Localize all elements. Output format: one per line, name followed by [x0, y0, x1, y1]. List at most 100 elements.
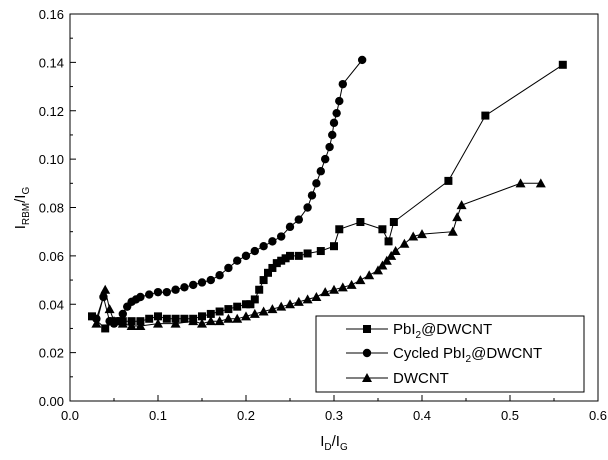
series-2-point: [232, 313, 243, 323]
series-0-point: [389, 218, 398, 227]
series-2-point: [153, 318, 163, 328]
series-1-point: [250, 246, 259, 256]
series-1-point: [307, 191, 317, 200]
series-0-point: [558, 60, 567, 69]
series-0-point: [162, 314, 171, 323]
series-2-point: [320, 287, 331, 297]
legend-marker-0: [363, 325, 371, 333]
x-tick-label: 0.3: [325, 408, 343, 423]
series-0-point: [246, 300, 255, 309]
y-axis-title-sep: /I: [12, 195, 29, 203]
x-tick-label: 0.2: [237, 408, 255, 423]
series-1-point: [325, 142, 334, 152]
x-axis-title: ID/IG: [320, 433, 348, 453]
series-1-point: [332, 108, 341, 118]
series-0-point: [88, 312, 96, 321]
series-0-point: [356, 218, 365, 227]
series-1-point: [338, 79, 347, 89]
y-tick-label: 0.16: [39, 7, 64, 22]
x-tick-label: 0.1: [149, 408, 167, 423]
series-1-point: [335, 96, 344, 106]
legend: PbI2@DWCNT Cycled PbI2@DWCNT DWCNT: [315, 315, 585, 393]
series-2-point: [214, 316, 225, 326]
series-2-point: [386, 250, 397, 260]
series-2-point: [267, 304, 278, 314]
x-axis-title-main: I: [320, 433, 324, 450]
x-axis-title-sub1: D: [324, 442, 331, 453]
y-tick-label: 0.02: [39, 346, 64, 361]
series-0-point: [264, 268, 272, 277]
series-1-point: [162, 287, 171, 297]
series-2-point: [126, 321, 137, 331]
series-1-point: [215, 271, 224, 280]
series-2-point: [377, 260, 388, 270]
series-1-point: [312, 179, 321, 188]
series-1-point: [321, 154, 330, 164]
series-markers: [88, 55, 567, 333]
series-2-point: [135, 321, 146, 331]
series-1-point: [277, 232, 286, 241]
series-2-point: [355, 275, 366, 285]
series-2-point: [364, 270, 375, 280]
y-tick-label: 0.12: [39, 104, 64, 119]
series-0-point: [294, 251, 303, 260]
series-1-point: [206, 275, 215, 285]
series-line-0: [91, 64, 564, 330]
series-0-point: [286, 251, 294, 260]
legend-entries: [346, 325, 388, 382]
y-axis-title-sub2: G: [21, 187, 32, 195]
series-1-point: [316, 167, 325, 176]
series-0-point: [316, 247, 325, 256]
series-0-point: [250, 295, 259, 304]
series-2-point: [293, 296, 304, 306]
series-2-point: [91, 318, 102, 328]
legend-marker-1: [362, 348, 372, 358]
x-tick-label: 0.5: [501, 408, 519, 423]
series-1-point: [145, 290, 154, 299]
series-0-point: [384, 237, 393, 246]
series-2-point: [373, 265, 383, 275]
legend-marker-2: [362, 373, 372, 382]
series-0-point: [224, 305, 233, 314]
y-tick-label: 0.00: [39, 394, 64, 409]
y-axis-title: IRBM/IG: [12, 187, 32, 230]
series-2-point: [381, 255, 392, 265]
series-1-point: [294, 215, 303, 224]
series-1-point: [171, 285, 180, 294]
series-2-point: [170, 318, 181, 328]
x-tick-label: 0.4: [413, 408, 431, 423]
y-axis-title-main: I: [12, 225, 29, 229]
series-1-point: [329, 118, 339, 128]
series-1-point: [197, 278, 207, 287]
series-2-point: [456, 200, 467, 210]
series-1-point: [99, 292, 108, 302]
series-0-point: [242, 300, 250, 309]
series-2-point: [311, 291, 322, 301]
series-2-point: [100, 284, 111, 294]
series-2-point: [117, 318, 128, 328]
series-0-point: [335, 225, 344, 234]
y-axis-title-sub1: RBM: [21, 203, 32, 225]
series-0-point: [259, 276, 268, 285]
series-2-point: [337, 282, 348, 292]
series-0-point: [268, 263, 277, 272]
series-2-point: [241, 311, 251, 321]
series-1-point: [189, 280, 198, 290]
series-0-point: [233, 302, 242, 311]
x-tick-label: 0.0: [61, 408, 79, 423]
series-0-point: [101, 324, 110, 333]
series-1-point: [328, 130, 337, 140]
series-2-point: [249, 308, 260, 318]
series-2-point: [285, 299, 295, 309]
series-2-point: [346, 279, 357, 289]
series-0-point: [281, 254, 290, 263]
legend-label-0: PbI2@DWCNT: [393, 321, 492, 341]
series-1-point: [259, 242, 268, 251]
series-2-point: [452, 212, 463, 222]
x-tick-label: 0.6: [589, 408, 607, 423]
ticks: 0.0 0.1 0.2 0.3 0.4 0.5 0.6 0.00 0.02 0.04 0.06 0.0…: [39, 7, 607, 423]
series-2-point: [197, 318, 207, 328]
series-1-point: [153, 287, 163, 297]
series-2-point: [223, 313, 234, 323]
